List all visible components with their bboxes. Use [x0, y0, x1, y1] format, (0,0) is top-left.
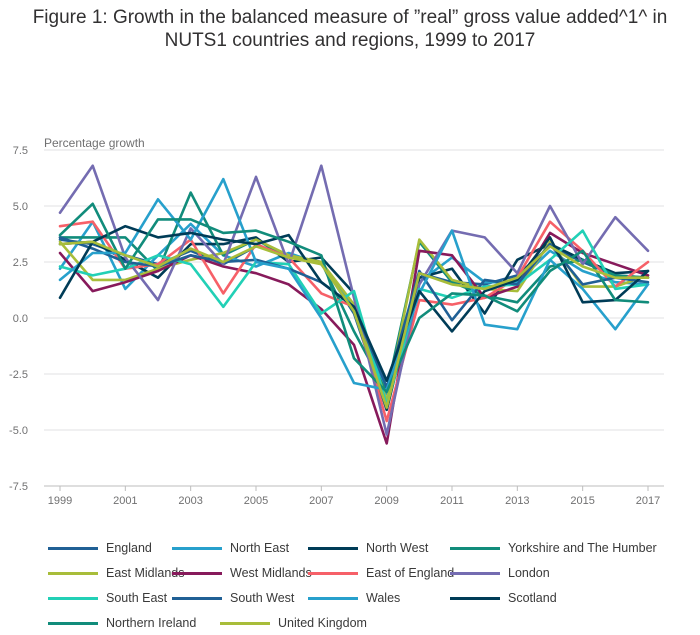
y-tick-label: 7.5	[13, 145, 28, 157]
y-tick-label: -2.5	[9, 369, 28, 381]
series-line-united-kingdom	[58, 240, 650, 409]
y-tick-label: 2.5	[13, 257, 28, 269]
x-tick-label: 2003	[178, 495, 202, 507]
x-tick-label: 2005	[244, 495, 268, 507]
series-line-london	[58, 164, 650, 436]
chart-title-line-2: NUTS1 countries and regions, 1999 to 201…	[164, 30, 536, 51]
y-tick-label: 0.0	[13, 313, 28, 325]
y-tick-label: -5.0	[9, 425, 28, 437]
x-tick-label: 2017	[636, 495, 660, 507]
series-line-scotland	[58, 224, 650, 382]
chart-title: Figure 1: Growth in the balanced measure…	[0, 6, 700, 52]
series-line-northern-ireland	[58, 202, 650, 394]
series-line-wales	[58, 177, 650, 391]
x-tick-label: 2015	[570, 495, 594, 507]
y-tick-label: 5.0	[13, 201, 28, 213]
x-tick-label: 2007	[309, 495, 333, 507]
x-tick-label: 1999	[48, 495, 72, 507]
x-tick-label: 2001	[113, 495, 137, 507]
series-line-west-midlands	[58, 231, 650, 445]
chart-title-line-1: Figure 1: Growth in the balanced measure…	[32, 7, 668, 28]
y-axis-label: Percentage growth	[44, 136, 145, 150]
x-tick-label: 2009	[374, 495, 398, 507]
y-tick-label: -7.5	[9, 481, 28, 493]
x-tick-label: 2011	[440, 495, 464, 507]
x-tick-label: 2013	[505, 495, 529, 507]
series-line-east-midlands	[58, 238, 650, 403]
